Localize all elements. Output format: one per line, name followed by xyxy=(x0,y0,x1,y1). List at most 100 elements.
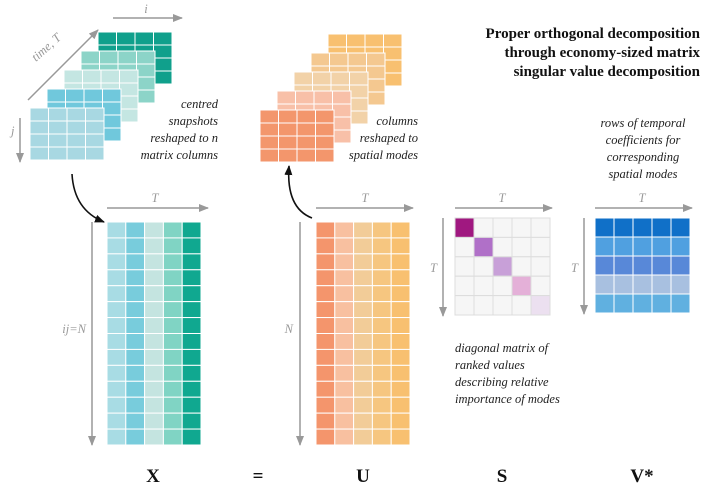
sheet-cell xyxy=(119,95,139,110)
u-matrix-cell xyxy=(353,333,373,350)
sheet-cell xyxy=(29,146,49,161)
u-matrix-cell xyxy=(371,380,392,398)
s-matrix-cell xyxy=(473,256,494,277)
note: reshaped to xyxy=(360,131,418,145)
sheet-cell xyxy=(346,33,366,48)
sheet-cell xyxy=(295,90,315,105)
u-matrix-cell xyxy=(334,253,355,271)
x-matrix-cell xyxy=(162,364,183,382)
u-matrix-cell xyxy=(315,412,336,430)
v-matrix-cell xyxy=(632,217,653,238)
sheet-cell xyxy=(332,129,352,144)
x-matrix-cell xyxy=(162,221,183,239)
v-matrix-cell xyxy=(594,293,615,314)
u-matrix-cell xyxy=(353,301,373,319)
u-matrix-cell xyxy=(353,269,373,287)
u-matrix-cell xyxy=(334,428,355,446)
sheet-cell xyxy=(349,97,369,112)
s-matrix-cell xyxy=(492,236,513,258)
u-matrix-cell xyxy=(390,317,411,335)
x-matrix-cell xyxy=(125,396,146,414)
sheet-cell xyxy=(66,133,86,148)
x-matrix-cell xyxy=(125,412,146,430)
x-matrix-cell xyxy=(181,269,202,287)
curved-arrow xyxy=(71,173,105,223)
u-matrix-cell xyxy=(353,428,373,446)
sheet-cell xyxy=(315,135,335,150)
v-matrix-cell xyxy=(613,255,634,276)
x-matrix-cell xyxy=(181,317,202,335)
x-matrix-cell xyxy=(181,428,202,446)
v-matrix-cell xyxy=(632,236,653,257)
sheet-cell xyxy=(349,71,369,86)
s-matrix-cell xyxy=(511,295,532,316)
x-matrix-cell xyxy=(162,269,183,287)
sheet-cell xyxy=(136,76,156,91)
s-matrix-cell xyxy=(454,275,475,297)
v-matrix-cell xyxy=(670,274,691,295)
sheet-cell xyxy=(119,108,139,123)
equation-symbol: = xyxy=(253,466,264,487)
note: rows of temporal xyxy=(601,116,686,130)
x-matrix-cell xyxy=(162,301,183,319)
u-matrix-cell xyxy=(353,221,373,239)
sheet-cell xyxy=(347,52,367,67)
u-matrix-cell xyxy=(390,333,411,350)
x-matrix-cell xyxy=(162,428,183,446)
x-matrix-cell xyxy=(162,380,183,398)
x-matrix-cell xyxy=(106,364,127,382)
x-matrix-cell xyxy=(106,396,127,414)
x-matrix-cell xyxy=(181,253,202,271)
note: snapshots xyxy=(169,114,218,128)
u-matrix-cell xyxy=(315,348,336,366)
note: centred xyxy=(181,97,219,111)
sheet-cell xyxy=(364,33,384,48)
s-matrix-cell xyxy=(511,275,532,297)
axis-label: T xyxy=(499,191,507,205)
shapes xyxy=(29,31,691,446)
sheet-cell xyxy=(66,146,86,161)
u-matrix-cell xyxy=(334,364,355,382)
x-matrix-cell xyxy=(106,221,127,239)
x-matrix-cell xyxy=(144,301,164,319)
u-matrix-cell xyxy=(353,364,373,382)
v-matrix-cell xyxy=(670,217,691,238)
sheet-cell xyxy=(330,71,350,86)
sheet-cell xyxy=(310,52,330,67)
note: corresponding xyxy=(607,150,679,164)
u-matrix-cell xyxy=(315,269,336,287)
s-matrix-cell xyxy=(454,256,475,277)
u-matrix-cell xyxy=(371,301,392,319)
u-matrix-cell xyxy=(315,364,336,382)
axis-label: T xyxy=(571,261,579,275)
title-line: singular value decomposition xyxy=(514,64,701,80)
u-matrix-cell xyxy=(390,380,411,398)
equation-symbol: S xyxy=(497,466,508,487)
x-matrix-cell xyxy=(106,301,127,319)
sheet-cell xyxy=(102,127,122,142)
x-matrix-cell xyxy=(106,380,127,398)
u-matrix-cell xyxy=(353,348,373,366)
x-matrix-cell xyxy=(144,428,164,446)
x-matrix-cell xyxy=(106,237,127,255)
note: coefficients for xyxy=(606,133,681,147)
x-matrix-cell xyxy=(162,412,183,430)
sheet-cell xyxy=(66,107,86,122)
x-matrix-cell xyxy=(181,380,202,398)
sheet-cell xyxy=(296,122,316,137)
sheet-cell xyxy=(153,70,173,85)
sheet-cell xyxy=(366,78,386,93)
v-matrix-cell xyxy=(632,255,653,276)
sheet-cell xyxy=(48,146,68,161)
x-matrix-cell xyxy=(162,348,183,366)
sheet-cell xyxy=(259,135,279,150)
v-matrix-cell xyxy=(651,293,672,314)
sheet-cell xyxy=(136,89,156,104)
u-matrix-cell xyxy=(390,221,411,239)
s-matrix-cell xyxy=(454,236,475,258)
u-matrix-cell xyxy=(334,285,355,303)
s-matrix-cell xyxy=(530,217,551,238)
sheet-cell xyxy=(313,90,333,105)
u-matrix-cell xyxy=(315,301,336,319)
